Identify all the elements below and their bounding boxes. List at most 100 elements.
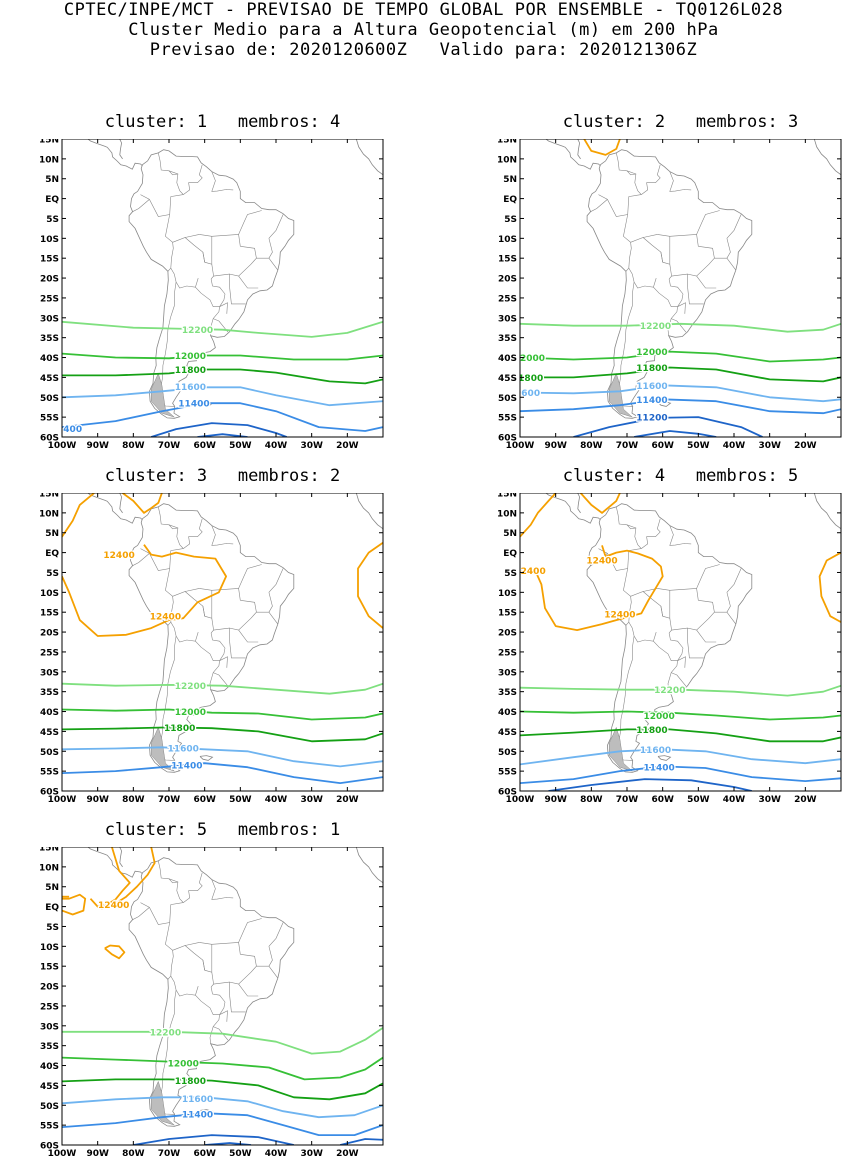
lat-tick-label: 5N xyxy=(45,529,59,539)
country-border xyxy=(238,564,262,601)
lat-tick-label: 15N xyxy=(497,493,517,500)
country-border xyxy=(168,878,178,884)
contour-line xyxy=(520,748,841,766)
country-border xyxy=(268,922,284,947)
lat-tick-label: 45S xyxy=(498,374,517,384)
lat-tick-label: 15N xyxy=(39,139,59,146)
contour-line xyxy=(204,1142,252,1145)
contour-line xyxy=(133,1134,294,1145)
chile-coast-detail xyxy=(150,1080,175,1126)
coastline xyxy=(657,755,672,761)
country-border xyxy=(598,548,642,571)
country-border xyxy=(199,234,239,237)
country-border xyxy=(667,672,672,690)
lon-tick-label: 90W xyxy=(544,441,567,451)
coastline xyxy=(355,139,383,176)
country-border xyxy=(677,302,686,314)
lat-tick-label: EQ xyxy=(45,549,59,559)
lon-tick-label: 60W xyxy=(651,795,674,805)
contour-line xyxy=(520,710,841,721)
map-frame xyxy=(61,139,384,438)
country-border xyxy=(726,238,731,259)
coastline xyxy=(128,149,295,419)
country-border xyxy=(623,568,632,626)
map-panel-2: 12200 12000 2000 11800 1800 11600 600 11400 1120… xyxy=(497,139,842,451)
lat-tick-label: 30S xyxy=(40,314,59,324)
lat-tick-label: 10N xyxy=(39,509,59,519)
country-border xyxy=(183,518,203,549)
contour-label: 11800 xyxy=(636,726,667,736)
country-border xyxy=(219,1010,228,1022)
country-border xyxy=(628,621,657,643)
lat-tick-label: 20S xyxy=(498,275,517,285)
contour-label: 11800 xyxy=(164,724,195,734)
lon-tick-label: 40W xyxy=(723,441,746,451)
lat-tick-label: 5N xyxy=(503,529,517,539)
country-border xyxy=(657,588,697,591)
country-border xyxy=(185,234,200,238)
lat-tick-label: 30S xyxy=(498,668,517,678)
lat-tick-label: 15S xyxy=(40,609,59,619)
lat-tick-label: 50S xyxy=(40,748,59,758)
country-border xyxy=(623,214,632,272)
country-border xyxy=(199,942,239,945)
coastline xyxy=(586,503,753,773)
lat-tick-label: EQ xyxy=(45,903,59,913)
lat-tick-label: 35S xyxy=(40,688,59,698)
country-border xyxy=(671,672,687,687)
country-border xyxy=(202,606,205,617)
lon-tick-label: 100W xyxy=(506,795,535,805)
contour-label: 12400 xyxy=(98,901,129,911)
contour-line xyxy=(62,1078,383,1101)
country-border xyxy=(726,214,742,239)
contour-label: 11600 xyxy=(640,746,671,756)
contour-label: 12000 xyxy=(175,352,206,362)
header-line-1: CPTEC/INPE/MCT - PREVISAO DE TEMPO GLOBA… xyxy=(63,0,784,20)
lat-tick-label: 5S xyxy=(504,215,517,225)
contour-line xyxy=(197,433,248,437)
country-border xyxy=(168,524,178,530)
lon-tick-label: 20W xyxy=(336,1149,359,1159)
lat-tick-label: 45S xyxy=(40,1082,59,1092)
country-border xyxy=(229,246,257,288)
country-border xyxy=(212,306,220,319)
coastline xyxy=(355,847,383,884)
lon-tick-label: 50W xyxy=(229,1149,252,1159)
country-border xyxy=(229,641,246,659)
contour-line xyxy=(573,416,763,437)
lat-tick-label: 10S xyxy=(498,589,517,599)
country-border xyxy=(726,592,731,613)
country-border xyxy=(696,629,717,643)
contour-label: 11600 xyxy=(636,382,667,392)
header-line-3: Previsao de: 2020120600Z Valido para: 20… xyxy=(149,40,698,60)
country-border xyxy=(669,171,692,192)
lat-tick-label: 55S xyxy=(40,1122,59,1132)
lat-tick-label: 20S xyxy=(40,629,59,639)
contour-line xyxy=(62,368,383,385)
contour-label: 11400 xyxy=(178,400,209,410)
contour-line xyxy=(150,422,288,437)
coastline xyxy=(87,493,143,524)
lat-tick-label: 35S xyxy=(498,334,517,344)
lat-tick-label: 40S xyxy=(498,708,517,718)
contour-label: 11400 xyxy=(636,396,667,406)
lon-tick-label: 50W xyxy=(687,441,710,451)
map-panel-4: 12400 2400 12400 12200 12000 11800 11600 11400 1… xyxy=(497,493,842,805)
panel-title: cluster: 5 membros: 1 xyxy=(104,820,341,840)
contour-line xyxy=(339,1138,383,1145)
lon-tick-label: 20W xyxy=(336,795,359,805)
contour-label: 12400 xyxy=(586,556,617,566)
lat-tick-label: 15S xyxy=(498,255,517,265)
coastline xyxy=(355,493,383,530)
contour-line xyxy=(533,545,664,631)
lat-tick-label: 35S xyxy=(40,334,59,344)
lon-tick-label: 40W xyxy=(723,795,746,805)
country-border xyxy=(641,164,661,195)
lat-tick-label: 45S xyxy=(40,374,59,384)
lon-tick-label: 80W xyxy=(122,1149,145,1159)
country-border xyxy=(185,942,200,946)
country-border xyxy=(268,238,273,259)
contour-line xyxy=(520,684,841,697)
contour-label: 1800 xyxy=(518,374,543,384)
lat-tick-label: 45S xyxy=(40,728,59,738)
